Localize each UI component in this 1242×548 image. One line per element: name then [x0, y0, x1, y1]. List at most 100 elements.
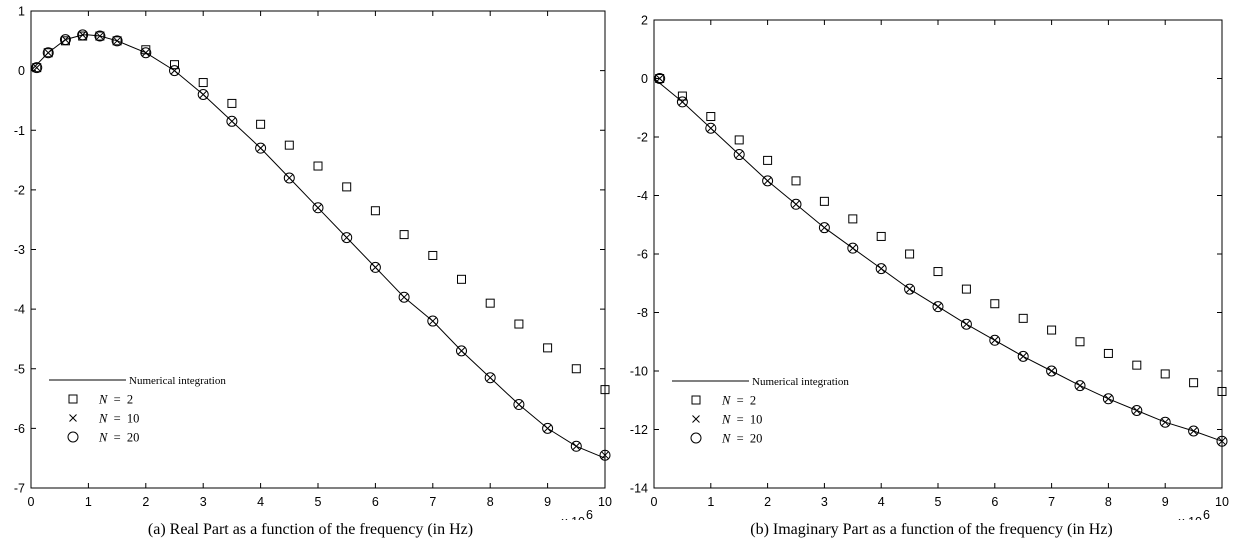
real-point-x [32, 63, 41, 72]
real-point-circle [140, 47, 152, 59]
imag-point-circle [790, 198, 802, 210]
imag-x-tick-label: 10 [1215, 495, 1229, 509]
imag-point-square [1018, 313, 1028, 323]
imag-point-circle [733, 149, 745, 161]
real-point-x [543, 424, 552, 433]
imag-y-tick-label: -6 [637, 248, 648, 262]
imag-point-x [706, 124, 715, 133]
real-point-x [601, 451, 609, 460]
imag-point-square [848, 214, 858, 224]
real-point-circle [312, 202, 324, 214]
imag-x-tick-label: 6 [991, 495, 998, 509]
real-y-tick-label: -4 [14, 303, 25, 317]
real-point-circle [599, 449, 611, 461]
imag-x-tick-label: 9 [1162, 495, 1169, 509]
real-point-square [256, 119, 266, 129]
real-point-square [198, 78, 208, 88]
imag-point-x [934, 302, 942, 311]
imag-x-tick-label: 7 [1048, 495, 1055, 509]
imag-point-square [876, 231, 886, 241]
real-point-x [44, 48, 53, 57]
imag-point-circle [1131, 404, 1143, 416]
imag-legend-var-n10: N [721, 413, 731, 427]
imag-point-circle [1017, 350, 1029, 362]
real-point-x [96, 32, 104, 40]
real-point-square [399, 230, 409, 240]
real-point-square [43, 48, 53, 58]
imag-point-x [735, 150, 744, 159]
imag-point-x [905, 285, 914, 293]
imag-point-square [905, 249, 915, 259]
imag-point-circle [932, 301, 944, 313]
real-plot-frame [30, 10, 606, 489]
imag-x-tick-label: 3 [821, 495, 828, 509]
imag-point-square [1132, 360, 1142, 370]
imag-x-tick-label: 8 [1105, 495, 1112, 509]
imag-y-tick-label: -14 [630, 482, 648, 496]
real-point-circle [570, 440, 582, 452]
imag-point-x [1132, 406, 1141, 415]
real-point-x [199, 90, 208, 99]
real-point-x [61, 35, 70, 44]
imag-point-x [1189, 427, 1198, 435]
imag-point-x [820, 223, 829, 232]
real-point-circle [226, 115, 238, 127]
real-point-x [486, 373, 495, 382]
imag-point-circle [1102, 393, 1114, 405]
imag-legend-eq-n2: = 2 [730, 394, 756, 408]
real-point-square [32, 63, 42, 73]
imag-point-square [1047, 325, 1057, 335]
real-series-circle-markers [31, 29, 611, 461]
imag-y-tick-label: -10 [630, 365, 648, 379]
real-point-circle [169, 65, 180, 77]
real-x-tick-label: 6 [372, 495, 379, 509]
real-point-circle [542, 422, 554, 434]
imag-point-circle [1046, 365, 1058, 377]
real-point-circle [94, 30, 106, 42]
imag-point-square [677, 91, 687, 101]
imag-point-circle [1216, 435, 1228, 447]
imag-series-x-markers [655, 74, 1226, 446]
real-point-x [428, 317, 437, 325]
imag-y-tick-label: 0 [641, 72, 648, 86]
imag-point-square [655, 74, 665, 83]
real-point-x [572, 442, 581, 451]
real-x-multiplier: x 10 [561, 515, 585, 520]
real-point-square [170, 60, 179, 70]
real-legend-label-n10: N = 10 [98, 412, 139, 426]
real-legend-eq-n10: = 10 [107, 412, 139, 426]
real-point-x [141, 48, 150, 57]
real-point-square [313, 161, 323, 171]
real-point-square [514, 319, 524, 329]
real-point-square [112, 36, 122, 46]
real-x-tick-label: 5 [315, 495, 322, 509]
caption-real: (a) Real Part as a function of the frequ… [147, 521, 474, 538]
real-y-tick-label: -3 [14, 243, 25, 257]
imag-point-circle [875, 263, 887, 275]
imag-point-x [678, 98, 687, 106]
real-point-circle [484, 372, 496, 384]
caption-imaginary: (b) Imaginary Part as a function of the … [750, 521, 1113, 538]
imag-plot-frame [653, 19, 1223, 489]
imag-point-x [1104, 394, 1113, 403]
imag-legend-var-n20: N [721, 432, 731, 446]
real-point-square [227, 98, 237, 108]
real-point-circle [197, 88, 209, 100]
real-point-square [600, 385, 610, 395]
imag-legend-eq-n20: = 20 [730, 432, 762, 446]
imag-point-x [962, 320, 971, 329]
real-point-square [543, 343, 553, 353]
imag-point-circle [1188, 425, 1200, 437]
imag-point-x [990, 336, 999, 345]
imag-point-x [877, 264, 886, 273]
real-point-x [78, 30, 87, 39]
imag-y-tick-label: -4 [637, 189, 648, 203]
real-point-circle [77, 29, 89, 41]
real-y-tick-label: 0 [18, 64, 25, 78]
imag-legend-eq-n10: = 10 [730, 413, 762, 427]
imag-point-square [961, 284, 971, 294]
imag-point-circle [762, 175, 774, 187]
real-x-tick-label: 7 [429, 495, 436, 509]
